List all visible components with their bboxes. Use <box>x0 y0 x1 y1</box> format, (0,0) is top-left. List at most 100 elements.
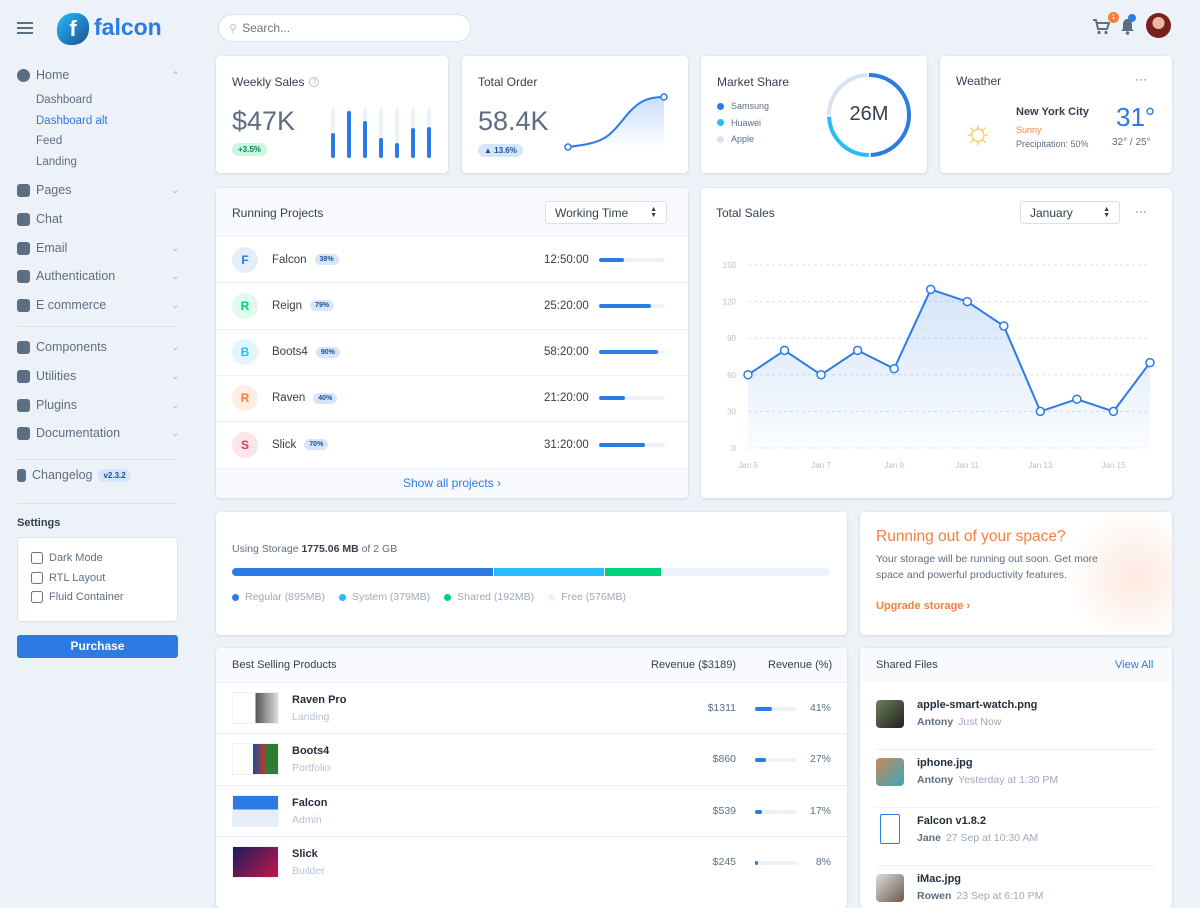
sidebar-divider <box>17 503 178 504</box>
shared-file-row[interactable]: apple-smart-watch.png Antony Just Now <box>876 692 1156 750</box>
sidebar-item-email[interactable]: Email ⌄ <box>17 241 179 255</box>
market-share-title: Market Share <box>717 75 790 89</box>
view-all-link[interactable]: View All <box>1115 659 1154 671</box>
revenue-column-header[interactable]: Revenue ($3189) <box>651 659 737 671</box>
sales-point[interactable] <box>779 345 790 356</box>
sidebar-item-components[interactable]: Components ⌄ <box>17 340 179 354</box>
project-name[interactable]: Boots4 <box>272 346 308 359</box>
sidebar-sub-dashboard[interactable]: Dashboard <box>36 94 93 106</box>
sidebar-sub-dashboard-alt[interactable]: Dashboard alt <box>36 115 108 127</box>
project-row[interactable]: F Falcon 38% 12:50:00 <box>216 236 688 282</box>
link-label: Show all projects <box>402 476 494 490</box>
project-name[interactable]: Slick <box>272 438 297 451</box>
setting-dark-mode[interactable]: Dark Mode <box>31 552 103 564</box>
sidebar-item-authentication[interactable]: Authentication ⌄ <box>17 269 179 283</box>
sales-point[interactable] <box>889 363 899 374</box>
setting-checkbox[interactable] <box>31 552 43 564</box>
user-avatar[interactable] <box>1146 13 1171 38</box>
x-tick-label: Jan 7 <box>811 461 831 470</box>
product-name[interactable]: Falcon <box>292 796 328 809</box>
weekly-sales-value: $47K <box>232 106 296 136</box>
file-meta: Rowen 23 Sep at 6:10 PM <box>917 890 1043 902</box>
sidebar-item-chat[interactable]: Chat <box>17 212 179 226</box>
sidebar-item-changelog[interactable]: Changelog v2.3.2 <box>17 468 179 482</box>
storage-segment <box>232 568 493 576</box>
product-revenue: $860 <box>712 753 736 766</box>
purchase-button[interactable]: Purchase <box>17 635 178 658</box>
more-options-icon[interactable]: ··· <box>1135 72 1147 86</box>
search-box[interactable]: ⚲ <box>218 14 471 42</box>
sales-point[interactable] <box>743 370 753 380</box>
product-name[interactable]: Raven Pro <box>292 694 347 706</box>
sales-point[interactable] <box>925 284 936 295</box>
project-row[interactable]: B Boots4 90% 58:20:00 <box>216 328 688 375</box>
brand-name[interactable]: falcon <box>94 14 162 40</box>
x-tick-label: Jan 15 <box>1101 461 1126 470</box>
setting-checkbox[interactable] <box>31 571 43 584</box>
shared-file-row[interactable]: iphone.jpg Antony Yesterday at 1:30 PM <box>876 750 1156 808</box>
project-name[interactable]: Reign <box>272 299 303 312</box>
weather-city: New York City <box>1016 106 1089 118</box>
product-thumbnail <box>232 743 279 776</box>
more-options-icon[interactable]: ··· <box>1135 204 1147 218</box>
menu-toggle-icon[interactable] <box>17 22 33 34</box>
project-row[interactable]: S Slick 70% 31:20:00 <box>216 421 688 467</box>
sales-point[interactable] <box>962 296 973 307</box>
upgrade-storage-link[interactable]: Upgrade storage › <box>876 600 971 612</box>
product-row[interactable]: Slick Builder $245 8% <box>216 835 847 887</box>
notification-bell-icon[interactable] <box>1120 18 1135 35</box>
project-progress <box>599 257 665 262</box>
setting-fluid-container[interactable]: Fluid Container <box>31 591 124 603</box>
product-row[interactable]: Falcon Admin $539 17% <box>216 784 847 836</box>
file-name[interactable]: iphone.jpg <box>917 757 973 769</box>
product-name[interactable]: Boots4 <box>292 745 330 758</box>
search-input[interactable] <box>242 21 443 35</box>
file-name[interactable]: apple-smart-watch.png <box>917 699 1038 711</box>
project-row[interactable]: R Raven 40% 21:20:00 <box>216 374 688 421</box>
sales-point[interactable] <box>999 321 1009 331</box>
sidebar-sub-feed[interactable]: Feed <box>36 135 63 147</box>
file-name[interactable]: Falcon v1.8.2 <box>917 815 987 827</box>
setting-rtl-layout[interactable]: RTL Layout <box>31 571 105 584</box>
working-time-select[interactable]: Working Time ▲ ▼ <box>545 201 667 224</box>
product-row[interactable]: Boots4 Portfolio $860 27% <box>216 733 847 784</box>
upgrade-promo-card: Running out of your space? Your storage … <box>860 512 1172 635</box>
market-share-total: 26M <box>849 103 889 125</box>
project-row[interactable]: R Reign 79% 25:20:00 <box>216 282 688 328</box>
shared-file-row[interactable]: iMac.jpg Rowen 23 Sep at 6:10 PM <box>876 866 1156 908</box>
revenue-pct-column-header[interactable]: Revenue (%) <box>768 659 833 671</box>
help-icon[interactable]: ? <box>309 77 320 87</box>
project-name[interactable]: Raven <box>272 392 306 405</box>
file-name[interactable]: iMac.jpg <box>917 873 962 885</box>
month-select[interactable]: January ▲ ▼ <box>1020 201 1120 224</box>
setting-checkbox[interactable] <box>31 591 43 603</box>
show-all-projects-link[interactable]: Show all projects › <box>402 476 502 490</box>
chevron-down-icon: ⌄ <box>171 341 179 352</box>
product-name[interactable]: Slick <box>292 847 318 860</box>
sidebar-item-documentation[interactable]: Documentation ⌄ <box>17 426 179 440</box>
project-name[interactable]: Falcon <box>272 253 307 266</box>
sales-point[interactable] <box>1108 406 1119 417</box>
settings-panel: Dark Mode RTL Layout Fluid Container <box>17 537 178 622</box>
running-projects-title: Running Projects <box>232 206 324 220</box>
shared-file-row[interactable]: Falcon v1.8.2 Jane 27 Sep at 10:30 AM <box>876 808 1156 866</box>
sales-point[interactable] <box>1072 394 1082 404</box>
sales-point[interactable] <box>816 370 826 380</box>
lock-icon <box>17 269 30 283</box>
sidebar-item-home[interactable]: Home ⌃ <box>17 68 179 82</box>
cart-icon[interactable] <box>1092 19 1110 35</box>
sales-point[interactable] <box>852 345 863 356</box>
falcon-logo-icon[interactable]: f <box>57 13 89 45</box>
notification-dot <box>1128 14 1136 22</box>
sidebar-sub-landing[interactable]: Landing <box>36 156 77 168</box>
sidebar-item-ecommerce[interactable]: E commerce ⌄ <box>17 298 179 312</box>
legend-dot <box>444 593 452 601</box>
sidebar-item-utilities[interactable]: Utilities ⌄ <box>17 369 179 383</box>
sales-point[interactable] <box>1145 357 1155 368</box>
sidebar-item-plugins[interactable]: Plugins ⌄ <box>17 398 179 412</box>
sales-point[interactable] <box>1035 406 1046 417</box>
storage-text: Using Storage 1775.06 MB of 2 GB <box>232 543 397 555</box>
product-row[interactable]: Raven Pro Landing $1311 41% <box>216 682 847 733</box>
total-sales-chart: 0 30 60 90 120 150 Jan 5 Jan 7 Jan 9 Jan 11 Jan 13… <box>723 261 1155 470</box>
sidebar-item-pages[interactable]: Pages ⌄ <box>17 183 179 197</box>
